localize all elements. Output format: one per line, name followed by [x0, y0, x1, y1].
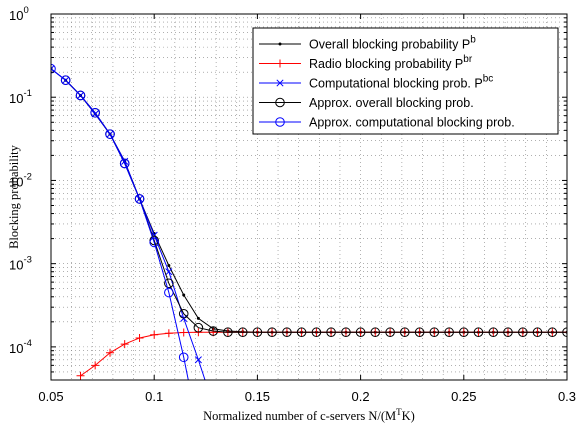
- series-approx-overall-blocking-prob-point: [429, 327, 440, 338]
- series-approx-overall-blocking-prob-point: [473, 327, 484, 338]
- legend-point: [276, 59, 284, 68]
- series-computational-blocking-prob-p-line: [51, 68, 206, 380]
- series-approx-computational-blocking-prob-point: [90, 107, 100, 118]
- series-approx-computational-blocking-prob-point: [119, 158, 130, 169]
- series-approx-computational-blocking-prob-point: [149, 237, 159, 248]
- series-approx-overall-blocking-prob-point: [326, 327, 336, 338]
- series-approx-computational-blocking-prob: [51, 63, 189, 380]
- series-approx-overall-blocking-prob-point: [385, 327, 395, 338]
- series-approx-computational-blocking-prob-point: [60, 75, 71, 86]
- legend-entry-radio-blocking-probability-p: Radio blocking probability Pbr: [259, 54, 473, 71]
- series-approx-overall-blocking-prob-point: [252, 327, 263, 338]
- legend-label: Approx. overall blocking prob.: [309, 96, 474, 110]
- series-overall-blocking-probability-p-point: [182, 293, 186, 297]
- x-tick-label: 0.15: [245, 389, 270, 404]
- plot-frame: [50, 13, 568, 381]
- legend-label: Overall blocking probability Pb: [309, 35, 476, 52]
- x-tick-label: 0.05: [38, 389, 63, 404]
- series-approx-overall-blocking-prob-point: [459, 327, 469, 338]
- legend-entry-approx-computational-blocking-prob: Approx. computational blocking prob.: [259, 116, 515, 130]
- series-approx-overall-blocking-prob-point: [444, 327, 454, 338]
- series-overall-blocking-probability-p-point: [196, 316, 200, 320]
- legend-point: [278, 42, 282, 46]
- series-approx-overall-blocking-prob-point: [341, 327, 351, 338]
- series-approx-computational-blocking-prob-point: [134, 194, 145, 204]
- series-radio-blocking-probability-p-line: [80, 331, 567, 377]
- series-approx-overall-blocking-prob-point: [532, 327, 543, 338]
- legend: Overall blocking probability Pb Radio blo…: [252, 27, 559, 135]
- series-approx-computational-blocking-prob-point: [178, 352, 189, 363]
- series-approx-computational-blocking-prob-point: [164, 287, 174, 298]
- series-computational-blocking-prob-p-point: [165, 268, 173, 276]
- legend-point: [276, 79, 284, 87]
- series-radio-blocking-probability-p-point: [135, 333, 144, 342]
- legend-entry-overall-blocking-probability-p: Overall blocking probability Pb: [259, 35, 476, 52]
- series-approx-overall-blocking-prob-point: [237, 327, 248, 338]
- series-approx-overall-blocking-prob-point: [164, 278, 174, 289]
- x-tick-label: 0.1: [145, 389, 163, 404]
- series-radio-blocking-probability-p-point: [164, 329, 173, 338]
- series-approx-overall-blocking-prob-point: [223, 327, 233, 338]
- series-approx-overall-blocking-prob-point: [414, 327, 425, 338]
- x-axis-label: Normalized number of c-servers N/(MTK): [203, 407, 415, 423]
- series-computational-blocking-prob-p-point: [210, 402, 216, 408]
- legend-label: Computational blocking prob. Pbc: [309, 74, 493, 91]
- x-tick-label: 0.3: [558, 389, 576, 404]
- series-approx-overall-blocking-prob-point: [370, 327, 381, 338]
- series-radio-blocking-probability-p-point: [150, 330, 159, 339]
- series-radio-blocking-probability-p-point: [120, 340, 129, 349]
- y-tick-label: 10-2: [9, 171, 32, 189]
- series-computational-blocking-prob-p: [51, 65, 216, 408]
- series-approx-overall-blocking-prob-point: [503, 327, 513, 338]
- tick-marks: [50, 14, 568, 380]
- x-tick-label: 0.25: [451, 389, 476, 404]
- series-approx-overall-blocking-prob-point: [178, 308, 189, 319]
- y-tick-label: 10-4: [9, 338, 32, 356]
- series-approx-overall-blocking-prob-point: [267, 327, 277, 338]
- series-approx-overall-blocking-prob-point: [562, 327, 567, 338]
- legend-label: Approx. computational blocking prob.: [309, 116, 515, 130]
- series-radio-blocking-probability-p-point: [76, 371, 85, 380]
- series-layer: [51, 63, 567, 408]
- y-tick-label: 10-1: [9, 88, 32, 106]
- series-approx-overall-blocking-prob-point: [193, 322, 204, 333]
- series-approx-overall-blocking-prob-point: [547, 327, 558, 338]
- series-approx-overall-blocking-prob-point: [208, 326, 219, 336]
- series-approx-overall-blocking-prob-point: [488, 327, 499, 338]
- legend-label: Radio blocking probability Pbr: [309, 54, 473, 71]
- series-radio-blocking-probability-p-point: [106, 348, 115, 357]
- x-tick-labels: 0.05 0.1 0.15 0.2 0.25 0.3: [38, 389, 576, 404]
- legend-box: [252, 27, 559, 135]
- series-radio-blocking-probability-p-point: [91, 361, 100, 370]
- series-approx-overall-blocking-prob-point: [518, 327, 528, 338]
- series-overall-blocking-probability-p-point: [167, 264, 171, 268]
- series-approx-overall-blocking-prob-point: [282, 327, 292, 338]
- y-axis-label: Blocking probability: [7, 144, 21, 249]
- y-tick-label: 10-3: [9, 255, 32, 273]
- series-computational-blocking-prob-p-point: [194, 356, 202, 364]
- series-approx-overall-blocking-prob-point: [311, 327, 322, 338]
- legend-point: [275, 97, 285, 108]
- y-tick-label: 100: [9, 5, 29, 23]
- legend-entry-computational-blocking-prob-p: Computational blocking prob. Pbc: [259, 74, 493, 91]
- series-approx-overall-blocking-prob-point: [399, 327, 410, 338]
- y-tick-labels: 100 10-1 10-2 10-3 10-4: [9, 5, 32, 356]
- series-approx-computational-blocking-prob-point: [105, 129, 115, 139]
- x-tick-label: 0.2: [352, 389, 370, 404]
- series-approx-computational-blocking-prob-line: [51, 68, 189, 380]
- series-approx-computational-blocking-prob-point: [75, 90, 86, 101]
- series-approx-overall-blocking-prob-point: [355, 327, 366, 338]
- legend-entry-approx-overall-blocking-prob: Approx. overall blocking prob.: [259, 96, 474, 110]
- series-approx-overall-blocking-prob-point: [296, 327, 307, 338]
- series-radio-blocking-probability-p-point: [179, 328, 188, 337]
- legend-point: [275, 117, 285, 127]
